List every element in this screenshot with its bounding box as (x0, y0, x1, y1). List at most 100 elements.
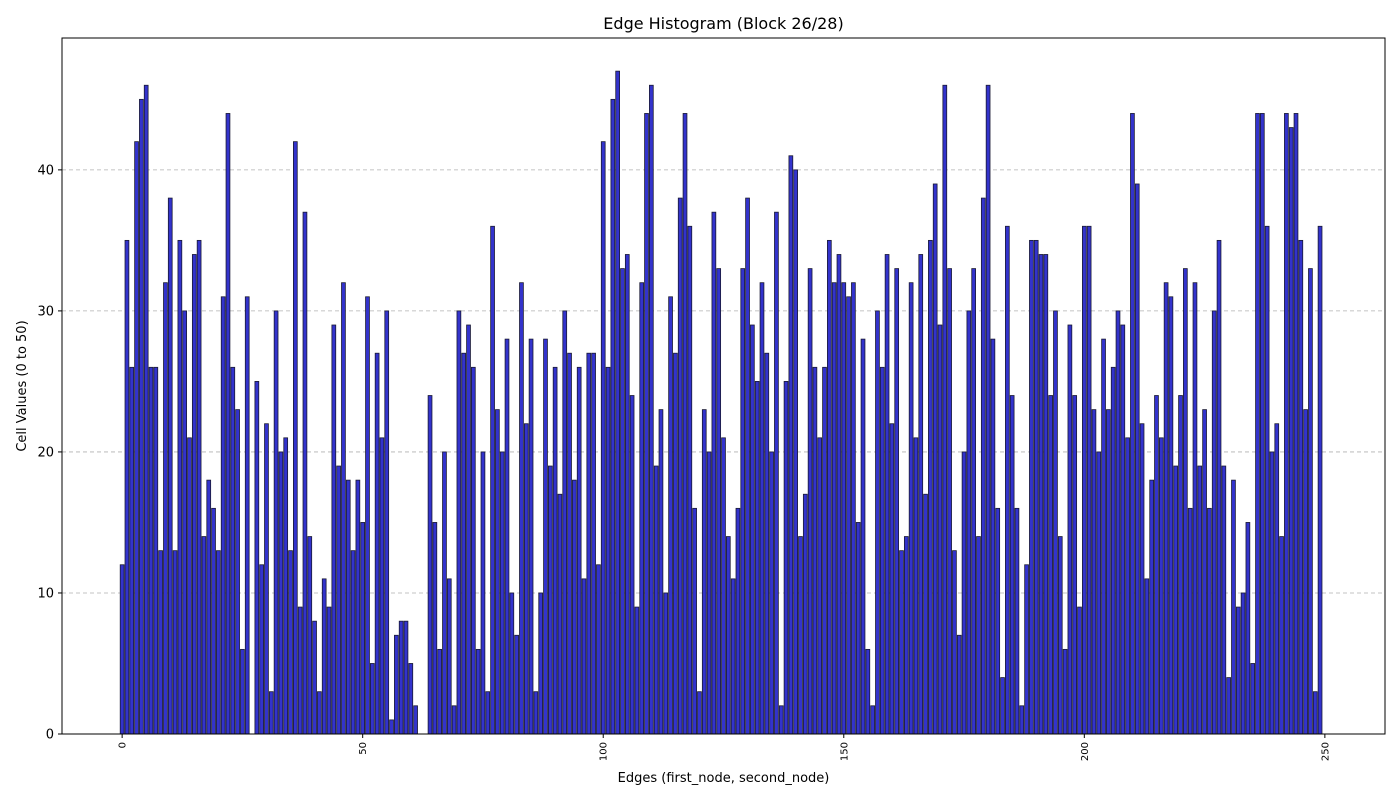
bar-142 (802, 493, 808, 735)
bar-139 (788, 155, 794, 735)
bar-184 (1005, 225, 1010, 735)
bar-176 (966, 310, 972, 735)
bar-101 (605, 366, 611, 735)
bar-223 (1192, 282, 1198, 735)
bar-88 (543, 338, 548, 735)
bar-113 (663, 592, 669, 735)
bar-109 (644, 113, 649, 735)
bar-230 (1226, 677, 1231, 735)
bar-207 (1115, 310, 1121, 735)
bar-23 (230, 366, 236, 735)
bar-243 (1288, 127, 1294, 735)
bar-30 (264, 423, 269, 735)
bar-134 (764, 352, 770, 735)
bar-0 (119, 564, 125, 735)
xtick-label-0: 0 (118, 742, 129, 748)
bar-189 (1029, 239, 1034, 735)
bar-131 (750, 324, 755, 735)
bar-10 (167, 197, 173, 735)
bar-80 (504, 338, 510, 735)
bar-6 (148, 366, 154, 735)
bar-87 (538, 592, 544, 735)
y-axis-label: Cell Values (0 to 50) (15, 320, 30, 451)
bar-89 (547, 465, 553, 735)
bar-96 (581, 578, 587, 735)
bar-59 (403, 620, 409, 735)
bar-49 (355, 479, 361, 735)
bar-168 (928, 239, 933, 735)
bar-244 (1293, 113, 1299, 735)
bar-55 (384, 310, 390, 735)
bar-161 (894, 268, 900, 735)
bar-214 (1149, 479, 1154, 735)
bar-111 (653, 465, 659, 735)
bar-9 (163, 282, 168, 735)
bar-117 (682, 113, 688, 735)
bar-197 (1067, 324, 1073, 735)
bar-57 (394, 634, 399, 735)
plot-frame (61, 37, 1386, 735)
bar-76 (485, 691, 491, 735)
bar-28 (254, 381, 260, 735)
bar-42 (321, 578, 327, 735)
bar-12 (177, 239, 183, 735)
bar-83 (519, 282, 524, 735)
bar-150 (841, 282, 847, 735)
bar-29 (259, 564, 264, 735)
bar-7 (153, 366, 159, 735)
bar-31 (268, 691, 274, 735)
bar-181 (990, 338, 996, 735)
bar-144 (812, 366, 818, 735)
bar-204 (1101, 338, 1106, 735)
bar-158 (879, 366, 885, 735)
bar-154 (860, 338, 866, 735)
bar-73 (471, 366, 476, 735)
bar-216 (1158, 437, 1164, 735)
bar-187 (1019, 705, 1025, 735)
bar-66 (437, 648, 442, 735)
bar-234 (1245, 522, 1251, 735)
bar-99 (596, 564, 601, 735)
bar-11 (172, 550, 178, 735)
bar-97 (586, 352, 592, 735)
bar-208 (1120, 324, 1126, 735)
bar-132 (754, 381, 760, 735)
bar-71 (461, 352, 467, 735)
bar-124 (716, 268, 722, 735)
bar-151 (846, 296, 851, 735)
bar-115 (673, 352, 678, 735)
bar-246 (1303, 409, 1308, 735)
bar-69 (451, 705, 457, 735)
bar-170 (937, 324, 943, 735)
bar-194 (1053, 310, 1058, 735)
bar-104 (620, 268, 625, 735)
bar-13 (182, 310, 188, 735)
bar-82 (514, 634, 519, 735)
bar-215 (1154, 395, 1159, 735)
bar-164 (908, 282, 914, 735)
bar-188 (1024, 564, 1029, 735)
bar-8 (158, 550, 163, 735)
bar-26 (244, 296, 250, 735)
bar-19 (211, 507, 216, 735)
bar-3 (134, 141, 139, 735)
bar-140 (793, 169, 798, 735)
bar-241 (1279, 536, 1284, 735)
bar-174 (956, 634, 962, 735)
bar-91 (557, 493, 563, 735)
bar-58 (398, 620, 404, 735)
xtick-label-250: 250 (1320, 742, 1331, 761)
bar-41 (317, 691, 322, 735)
bar-182 (995, 507, 1001, 735)
bar-118 (687, 225, 693, 735)
bar-149 (836, 254, 842, 735)
bar-222 (1187, 507, 1193, 735)
bar-136 (774, 211, 779, 735)
bar-220 (1178, 395, 1183, 735)
bar-178 (976, 536, 981, 735)
bar-147 (827, 239, 832, 735)
bar-15 (191, 254, 197, 735)
bar-56 (389, 719, 394, 735)
bar-92 (562, 310, 568, 735)
bar-210 (1130, 113, 1135, 735)
